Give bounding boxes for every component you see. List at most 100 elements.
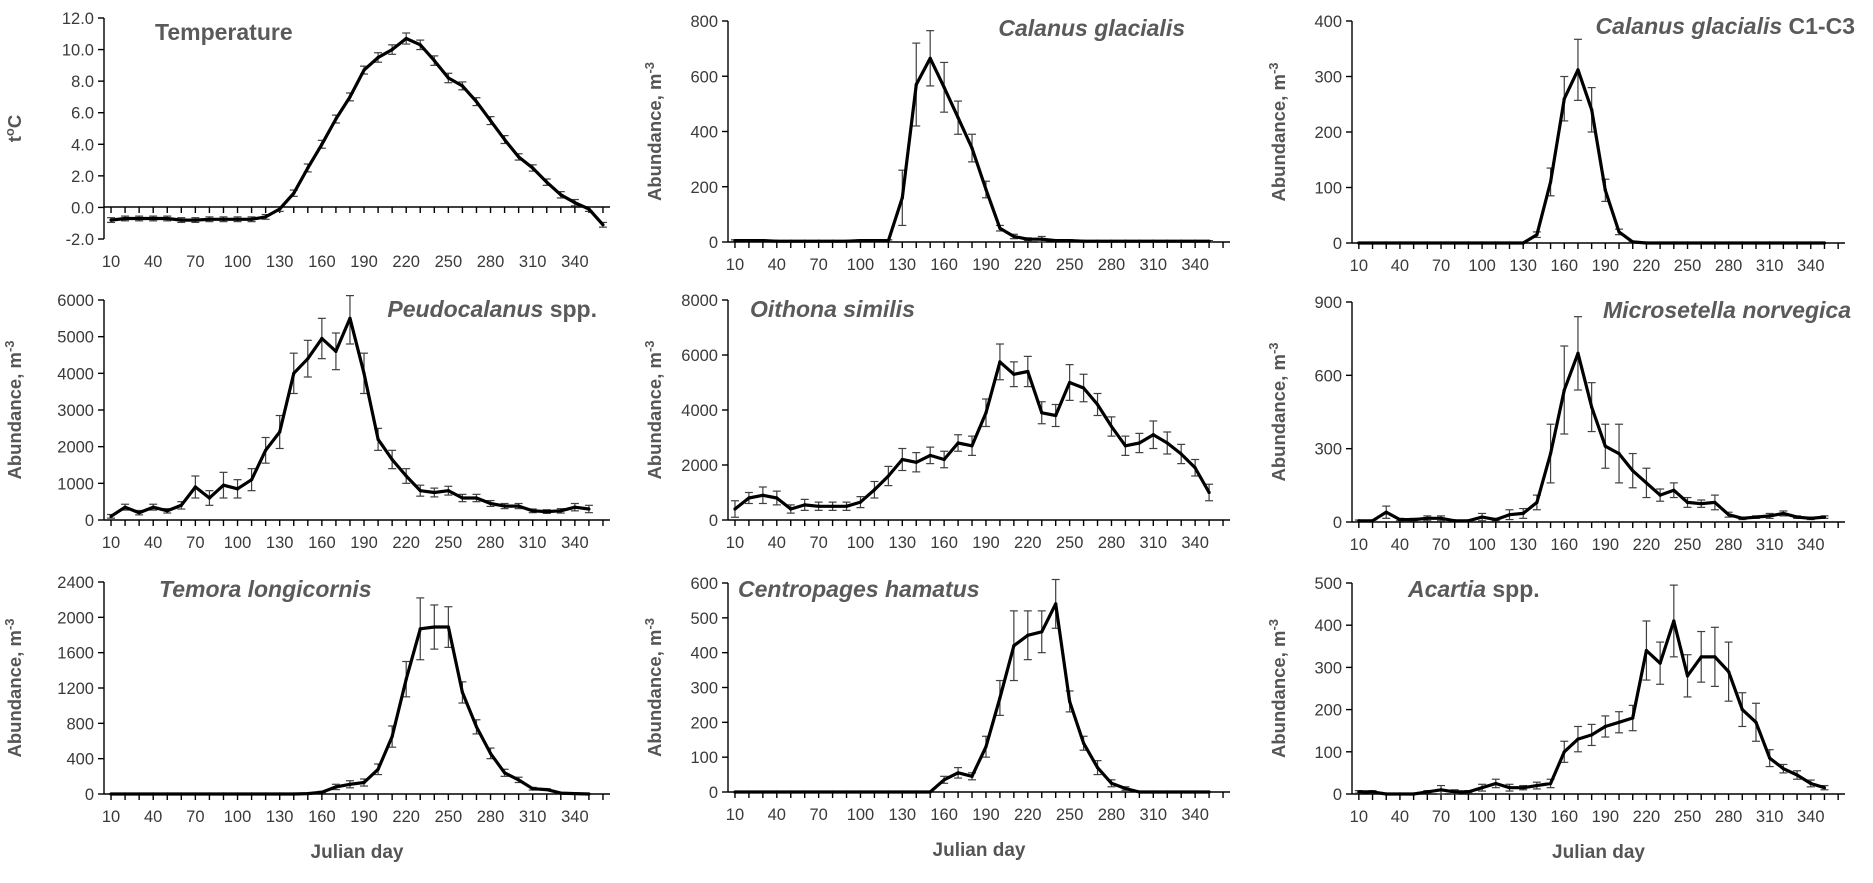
x-tick-label: 130 [1509, 808, 1537, 826]
data-point [1425, 241, 1429, 245]
data-point [418, 627, 422, 631]
data-point [404, 36, 408, 41]
data-point [886, 474, 890, 478]
data-point [1151, 790, 1155, 794]
data-point [1562, 97, 1566, 101]
data-point [1123, 444, 1128, 448]
x-tick-label: 70 [809, 256, 827, 274]
data-point [970, 146, 974, 150]
data-point [1809, 516, 1813, 520]
data-point [1535, 500, 1539, 505]
data-point [1398, 792, 1402, 796]
x-tick-label: 250 [1674, 536, 1702, 554]
data-point [1644, 648, 1649, 653]
data-point [1026, 237, 1030, 241]
data-point [531, 509, 535, 513]
data-point [1672, 241, 1676, 245]
data-point [789, 239, 793, 243]
data-point [1740, 516, 1744, 520]
x-tick-label: 100 [1468, 257, 1496, 275]
data-point [193, 485, 197, 489]
data-point [292, 371, 296, 375]
y-tick-label: 200 [1314, 124, 1342, 142]
data-point [1576, 351, 1580, 355]
x-tick-label: 220 [1014, 256, 1042, 274]
y-tick-label: 200 [1314, 702, 1342, 720]
data-point [900, 457, 904, 462]
data-point [858, 790, 863, 794]
data-point [998, 696, 1002, 700]
chart-panel-1: 12.0 10.0 8.0 6.0 4.0 2.0 0.0 -2.0 10 40 70 100 130 1… [2, 10, 610, 271]
data-point [956, 116, 960, 120]
data-point [747, 790, 751, 794]
data-point [1123, 239, 1128, 243]
x-tick-label: 160 [930, 806, 958, 824]
data-point [446, 625, 450, 629]
data-point [488, 751, 493, 755]
y-tick-label: 300 [1314, 69, 1342, 87]
data-point [789, 790, 793, 794]
data-point [1068, 699, 1072, 704]
y-tick-label: 2000 [681, 457, 718, 475]
y-tick-label: 0 [1333, 514, 1342, 532]
y-axis-label: Abundance, m-3 [642, 62, 666, 201]
data-point [306, 357, 310, 361]
data-point [573, 505, 577, 509]
data-point [1644, 241, 1649, 245]
data-point [942, 778, 946, 782]
x-tick-label: 10 [102, 534, 120, 552]
data-point [348, 316, 352, 320]
y-tick-label: 0 [709, 784, 718, 802]
data-point [775, 239, 779, 243]
y-axis-label: Abundance, m-3 [642, 340, 666, 479]
data-point [137, 216, 141, 221]
data-point [844, 504, 849, 508]
data-point [1179, 239, 1183, 243]
y-tick-label: 3000 [57, 402, 94, 420]
data-point [1685, 241, 1690, 245]
data-point [1658, 493, 1662, 497]
data-point [1026, 369, 1030, 374]
chart-panel-6: 900 600 300 0 10 40 70 100 130 160 190 220 250 280 310… [1266, 294, 1852, 554]
data-point [1165, 790, 1169, 794]
data-point [264, 792, 268, 796]
data-point [362, 371, 366, 375]
data-point [1768, 241, 1772, 245]
data-point [1672, 488, 1676, 492]
y-tick-label: 500 [690, 610, 718, 628]
data-point [531, 166, 535, 170]
data-point [900, 196, 904, 200]
data-point [1193, 466, 1197, 470]
y-axis-label: Abundance, m-3 [2, 618, 26, 757]
data-point [1617, 451, 1621, 456]
data-point [460, 690, 465, 695]
data-point [334, 117, 338, 121]
x-tick-label: 100 [847, 534, 875, 552]
data-point [872, 239, 877, 243]
data-point [474, 496, 479, 500]
x-tick-label: 100 [224, 534, 252, 552]
data-point [404, 474, 408, 478]
data-point [817, 239, 821, 243]
data-point [1768, 756, 1772, 760]
data-point [559, 509, 563, 513]
data-point [1631, 716, 1635, 720]
y-tick-label: 1000 [57, 475, 94, 493]
data-point [531, 787, 535, 791]
series-line [735, 602, 1210, 794]
data-point [761, 493, 765, 497]
chart-panel-3: 400 300 200 100 0 10 40 70 100 130 160 190 220 250 280… [1266, 13, 1856, 275]
data-point [1754, 515, 1758, 519]
x-tick-label: 10 [1350, 536, 1368, 554]
data-point [1068, 239, 1072, 243]
panel-title: Centropages hamatus [738, 576, 980, 602]
x-tick-label: 280 [1098, 534, 1126, 552]
y-tick-label: 400 [1314, 13, 1342, 31]
data-point [207, 217, 212, 221]
x-tick-label: 220 [1633, 536, 1661, 554]
data-point [320, 142, 324, 146]
data-point [432, 490, 436, 495]
x-tick-label: 130 [266, 534, 294, 552]
data-point [1384, 792, 1388, 796]
x-tick-label: 220 [392, 253, 420, 271]
